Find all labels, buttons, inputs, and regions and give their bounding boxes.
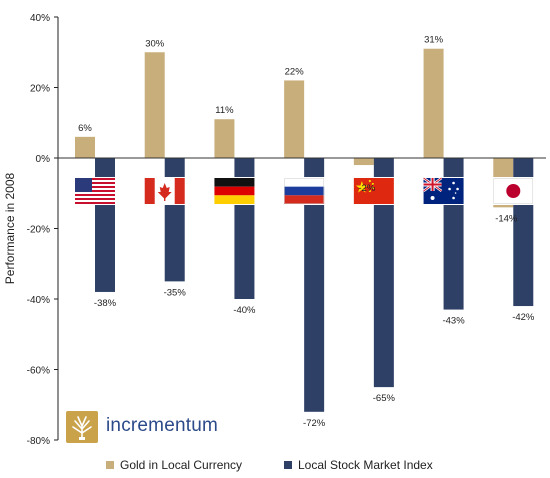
bar-gold-2 xyxy=(214,119,235,158)
data-labels: 6% -38% 30% -35% 11% -40% 22% -72% -2% -65% 31% -43… xyxy=(78,35,535,429)
label-stock-3: -72% xyxy=(303,418,326,429)
flag-canada-icon xyxy=(143,177,186,205)
y-tick-label: -20% xyxy=(27,225,50,236)
label-gold-5: 31% xyxy=(424,35,444,46)
flags xyxy=(74,176,535,205)
y-tick-label: 20% xyxy=(30,84,50,95)
legend-label-stock: Local Stock Market Index xyxy=(298,458,433,472)
bar-gold-4 xyxy=(353,158,374,166)
label-gold-0: 6% xyxy=(78,123,92,134)
bar-gold-3 xyxy=(284,80,305,158)
label-stock-4: -65% xyxy=(373,393,396,404)
axes: 40% 20% 0% -20% -40% -60% -80% Performance in 2… xyxy=(3,13,59,447)
label-stock-1: -35% xyxy=(164,287,187,298)
label-gold-2: 11% xyxy=(215,105,234,116)
bar-gold-1 xyxy=(144,52,165,158)
bar-gold-0 xyxy=(75,136,95,158)
y-tick-label: 0% xyxy=(36,154,51,165)
y-tick-label: -40% xyxy=(27,295,50,306)
legend-label-gold: Gold in Local Currency xyxy=(120,458,243,472)
incrementum-logo: incrementum xyxy=(66,411,236,445)
legend-item-stock: Local Stock Market Index xyxy=(284,458,433,472)
y-tick-label: -80% xyxy=(27,436,50,447)
flag-us-icon xyxy=(74,177,116,205)
flag-china-icon xyxy=(352,177,395,205)
label-gold-3: 22% xyxy=(285,66,305,77)
bars xyxy=(75,48,534,412)
bar-stock-4 xyxy=(373,158,394,388)
label-stock-5: -43% xyxy=(442,316,465,327)
legend-item-gold: Gold in Local Currency xyxy=(106,458,242,472)
legend-swatch-gold xyxy=(106,461,114,469)
label-stock-6: -42% xyxy=(512,312,535,323)
label-gold-1: 30% xyxy=(145,38,165,49)
flag-germany-icon xyxy=(213,177,256,205)
flag-russia-icon xyxy=(283,177,326,205)
y-axis-title: Performance in 2008 xyxy=(3,172,17,284)
bar-stock-1 xyxy=(164,158,185,282)
label-gold-4: -2% xyxy=(358,183,375,194)
label-stock-2: -40% xyxy=(233,305,256,316)
y-tick-label: -60% xyxy=(27,366,50,377)
legend-swatch-stock xyxy=(284,461,292,469)
label-stock-0: -38% xyxy=(94,298,117,309)
flag-australia-icon xyxy=(422,176,465,205)
label-gold-6: -14% xyxy=(495,213,518,224)
y-tick-label: 40% xyxy=(30,13,50,24)
bar-gold-5 xyxy=(423,48,444,158)
legend: Gold in Local Currency Local Stock Marke… xyxy=(0,458,550,478)
tree-icon xyxy=(66,411,98,443)
bar-stock-3 xyxy=(304,158,325,412)
flag-japan-icon xyxy=(492,177,535,205)
logo-text: incrementum xyxy=(106,415,219,436)
